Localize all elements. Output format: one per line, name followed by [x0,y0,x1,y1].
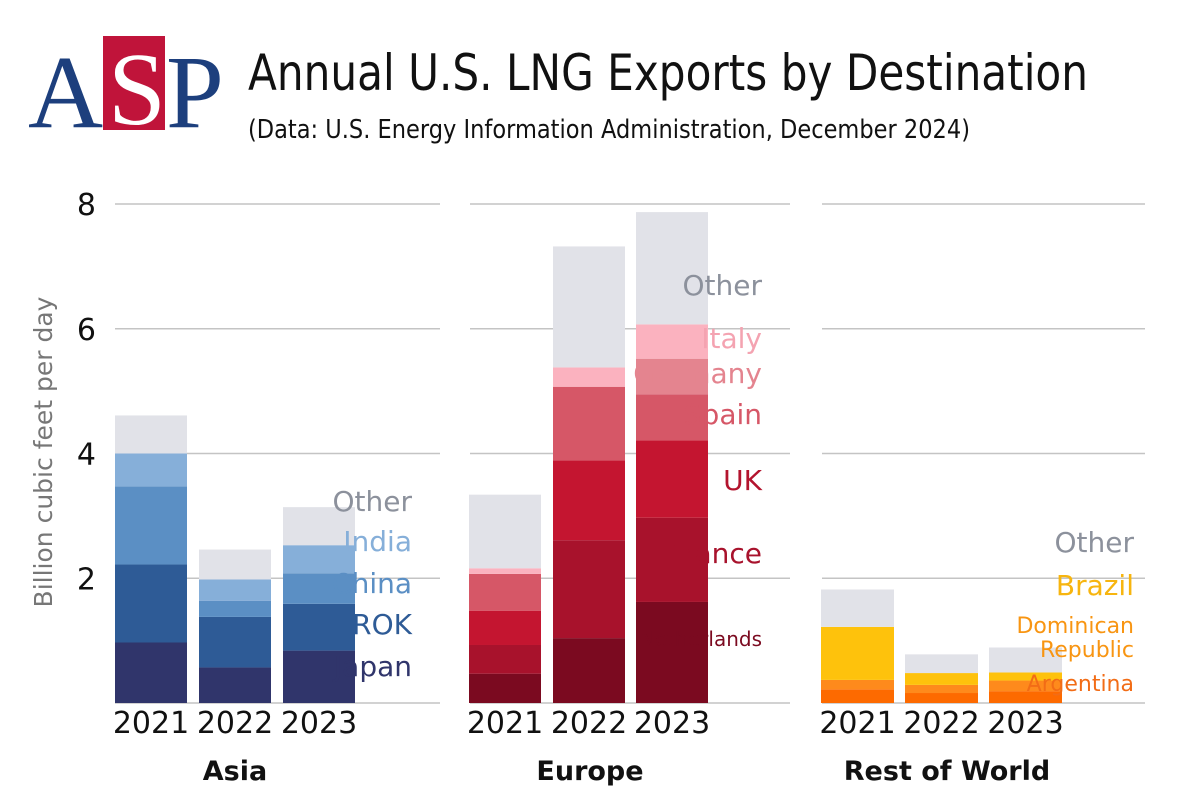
y-tick-label-4: 4 [77,438,96,473]
x-tick-label-rest-of-world-2023: 2023 [987,706,1063,741]
bar-segment-asia-2021-india [115,453,187,487]
y-tick-label-8: 8 [77,188,96,223]
legend-label-europe-italy: Italy [701,322,762,355]
bar-segment-asia-2021-china [115,486,187,565]
x-tick-label-europe-2021: 2021 [467,706,543,741]
asp-logo: A S P [28,32,224,150]
bar-segment-europe-2023-germany [636,358,708,395]
bar-segment-asia-2022-china [199,600,271,617]
x-tick-label-europe-2023: 2023 [634,706,710,741]
bar-segment-rest-of-world-2022-argentina [905,693,978,703]
y-tick-label-6: 6 [77,313,96,348]
legend-label-europe-other: Other [682,269,762,302]
bar-segment-asia-2023-rok [283,603,355,651]
legend-label-rest-of-world-dominican-republic: Dominican Republic [1016,614,1134,663]
x-tick-label-rest-of-world-2022: 2022 [903,706,979,741]
bar-segment-europe-2023-other [636,212,708,325]
legend-label-europe-netherlands: Netherlands [640,627,762,651]
legend-label-europe-uk: UK [723,464,762,497]
bar-segment-europe-2022-spain [553,386,625,461]
logo-letter-p: P [166,35,224,150]
legend-label-asia-china: China [332,567,412,600]
bar-segment-asia-2023-other [283,507,355,546]
bar-segment-rest-of-world-2021-other [821,589,894,627]
x-tick-label-europe-2022: 2022 [551,706,627,741]
x-tick-label-asia-2023: 2023 [281,706,357,741]
x-tick-label-rest-of-world-2021: 2021 [819,706,895,741]
legend-label-rest-of-world-brazil: Brazil [1056,569,1134,602]
bar-segment-asia-2023-japan [283,650,355,703]
bar-segment-europe-2022-netherlands [553,638,625,703]
bar-segment-europe-2021-netherlands [469,673,541,703]
chart-subtitle: (Data: U.S. Energy Information Administr… [248,115,970,145]
bar-segment-rest-of-world-2023-brazil [989,672,1062,681]
legend-label-asia-japan: Japan [332,650,412,683]
chart-title: Annual U.S. LNG Exports by Destination [248,44,1088,102]
legend-label-asia-india: India [343,525,412,558]
bar-segment-europe-2021-other [469,494,541,569]
legend-label-asia-rok: ROK [352,608,412,641]
bar-segment-rest-of-world-2023-other [989,647,1062,673]
bar-segment-europe-2022-italy [553,367,625,387]
bar-segment-europe-2021-spain [469,573,541,611]
panel-label-asia: Asia [203,756,267,787]
bar-segment-asia-2021-rok [115,564,187,643]
bar-segment-asia-2021-japan [115,642,187,703]
legend-label-rest-of-world-argentina: Argentina [1027,672,1134,697]
bar-segment-asia-2022-other [199,549,271,580]
legend-label-europe-spain: Spain [684,398,762,431]
bar-segment-rest-of-world-2023-dominican-republic [989,680,1062,692]
bar-segment-europe-2022-other [553,246,625,368]
bar-segment-rest-of-world-2021-dominican-republic [821,679,894,690]
panel-label-rest-of-world: Rest of World [844,756,1050,787]
bar-segment-rest-of-world-2021-brazil [821,626,894,680]
bar-segment-asia-2023-china [283,573,355,604]
bar-segment-europe-2023-spain [636,394,708,441]
bar-segment-europe-2021-italy [469,568,541,574]
y-tick-label-2: 2 [77,562,96,597]
bar-segment-europe-2023-italy [636,324,708,359]
logo-red-box [103,36,165,130]
panel-label-europe: Europe [536,756,643,787]
legend-label-europe-germany: Germany [633,357,762,390]
bar-segment-rest-of-world-2021-argentina [821,689,894,703]
bar-segment-europe-2022-france [553,540,625,639]
bar-segment-asia-2022-rok [199,616,271,668]
logo-letter-a: A [28,35,103,150]
bar-segment-asia-2023-india [283,545,355,574]
bar-segment-europe-2021-france [469,644,541,674]
bar-segment-europe-2022-uk [553,460,625,541]
bar-segment-rest-of-world-2022-brazil [905,673,978,685]
x-tick-label-asia-2022: 2022 [197,706,273,741]
bar-segment-europe-2021-uk [469,610,541,645]
logo-letter-s: S [108,32,166,147]
bar-segment-rest-of-world-2022-dominican-republic [905,684,978,694]
bar-segment-rest-of-world-2023-argentina [989,691,1062,703]
legend-label-rest-of-world-other: Other [1054,526,1134,559]
x-tick-label-asia-2021: 2021 [113,706,189,741]
bar-segment-asia-2022-japan [199,667,271,703]
bar-segment-europe-2023-uk [636,440,708,518]
legend-label-europe-france: France [669,537,762,570]
legend-label-asia-other: Other [332,485,412,518]
bar-segment-europe-2023-france [636,517,708,602]
bar-segment-asia-2021-other [115,415,187,454]
bar-segment-rest-of-world-2022-other [905,654,978,674]
bar-segment-europe-2023-netherlands [636,601,708,703]
bar-segment-asia-2022-india [199,579,271,601]
y-axis-label: Billion cubic feet per day [29,296,58,607]
